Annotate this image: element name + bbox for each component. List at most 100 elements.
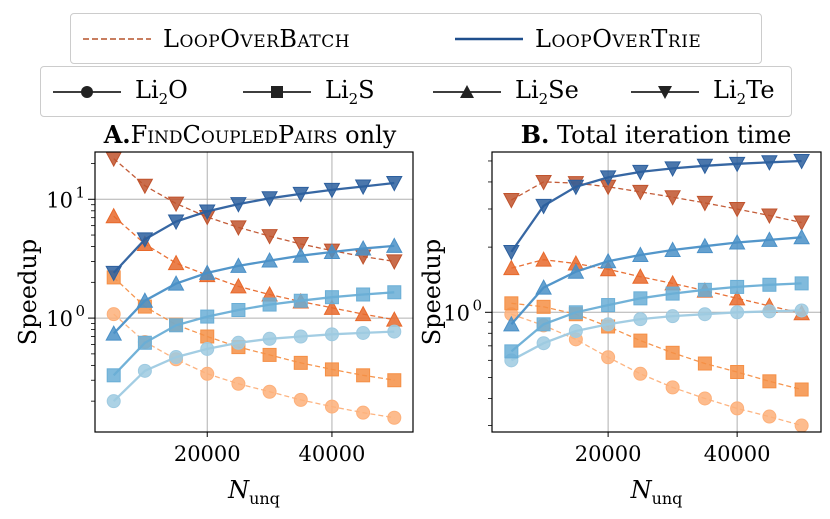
panel-b: 20000 40000 10 0 Speedup Nunq B. Total iterati… <box>418 120 822 508</box>
data-point <box>137 363 152 378</box>
data-point <box>323 243 341 260</box>
data-point <box>137 335 152 350</box>
data-point <box>535 251 552 267</box>
series-li2s-trie-line <box>112 291 395 377</box>
y-tick-label: 10 <box>46 307 73 331</box>
legend-materials: Li2O Li2S Li2Se Li2Te <box>40 66 792 117</box>
y-tick-exponent: 0 <box>75 302 85 320</box>
legend-label-loop-over-trie: LoopOverTrie <box>535 24 702 53</box>
data-point <box>535 198 552 215</box>
data-point <box>324 290 339 305</box>
data-point <box>262 384 277 399</box>
x-axis-label: Nunq <box>630 476 683 508</box>
data-point <box>292 237 310 253</box>
data-point <box>262 297 277 312</box>
data-point <box>167 214 185 231</box>
data-point <box>231 335 246 350</box>
data-point <box>633 366 648 381</box>
series-li2se-batch-line <box>113 215 395 321</box>
series-li2s-batch-line <box>511 302 802 391</box>
data-point <box>762 374 777 389</box>
data-point <box>324 362 339 377</box>
data-point <box>793 215 810 232</box>
triangle-up-marker-icon <box>433 84 501 98</box>
series-li2s-batch-line <box>113 276 395 381</box>
data-point <box>105 207 123 224</box>
data-point <box>632 246 649 262</box>
series-li2se-trie-line <box>112 244 395 335</box>
data-point <box>198 204 216 221</box>
dashed-line-icon <box>83 37 151 40</box>
data-point <box>230 277 247 294</box>
series-li2se-batch-line <box>511 259 802 314</box>
data-point <box>136 292 154 308</box>
data-point <box>261 229 278 245</box>
y-axis-label: Speedup <box>418 239 446 345</box>
data-point <box>293 392 308 407</box>
data-point <box>503 259 520 276</box>
data-point <box>567 179 585 196</box>
data-point <box>385 176 403 192</box>
data-point <box>568 305 583 320</box>
series-li2o-trie <box>106 324 402 409</box>
data-point <box>794 276 809 291</box>
series-li2te-trie-line <box>510 159 802 253</box>
data-point <box>261 251 278 268</box>
data-point <box>761 155 778 171</box>
data-point <box>504 296 519 311</box>
data-point <box>167 196 185 213</box>
data-point <box>601 350 616 365</box>
series-li2se-trie <box>105 237 403 341</box>
data-point <box>665 309 680 324</box>
plot-frame <box>491 151 822 433</box>
data-point <box>387 373 402 388</box>
data-point <box>262 347 277 362</box>
data-point <box>665 380 680 395</box>
data-point <box>106 368 121 383</box>
legend-item-loop-over-trie: LoopOverTrie <box>455 14 701 63</box>
data-point <box>567 263 585 279</box>
data-point <box>106 394 121 409</box>
data-point <box>324 327 339 342</box>
data-point <box>601 298 616 313</box>
legend-label-li2se: Li2Se <box>515 75 579 108</box>
legend-item-li2se: Li2Se <box>433 67 579 116</box>
series-li2te-batch-line <box>113 158 395 263</box>
x-axis-label-main: N <box>630 476 653 504</box>
panel-title-rest: only <box>338 121 397 149</box>
data-point <box>730 364 745 379</box>
data-point <box>728 156 746 173</box>
data-point <box>761 231 778 247</box>
panel-title-rest: Total iteration time <box>549 121 791 149</box>
panel-title: B. Total iteration time <box>521 120 792 149</box>
data-point <box>167 275 185 291</box>
data-point <box>730 401 745 416</box>
data-point <box>198 264 216 280</box>
data-point <box>504 344 519 359</box>
data-point <box>230 220 247 236</box>
y-axis-label: Speedup <box>14 239 42 345</box>
data-point <box>794 303 809 318</box>
data-point <box>632 164 649 181</box>
data-point <box>697 391 712 406</box>
data-point <box>354 239 372 256</box>
data-point <box>761 208 778 225</box>
triangle-down-marker-icon <box>631 85 699 99</box>
data-point <box>385 237 403 253</box>
series-li2te-trie <box>503 153 810 261</box>
data-point <box>136 232 154 248</box>
data-point <box>697 307 712 322</box>
data-point <box>697 356 712 371</box>
x-tick-label: 40000 <box>704 442 771 466</box>
panel-title-letter: B. <box>521 120 550 149</box>
series-li2te-batch-line <box>511 181 802 224</box>
series-li2o-batch <box>106 307 402 425</box>
legend-methods: LoopOverBatch LoopOverTrie <box>70 13 762 64</box>
data-point <box>293 355 308 370</box>
panel-title: A.FindCoupledPairs only <box>103 120 397 149</box>
x-tick-label: 20000 <box>575 442 642 466</box>
square-marker-icon <box>243 85 311 98</box>
data-point <box>356 325 371 340</box>
data-point <box>601 317 616 332</box>
data-point <box>200 329 215 344</box>
